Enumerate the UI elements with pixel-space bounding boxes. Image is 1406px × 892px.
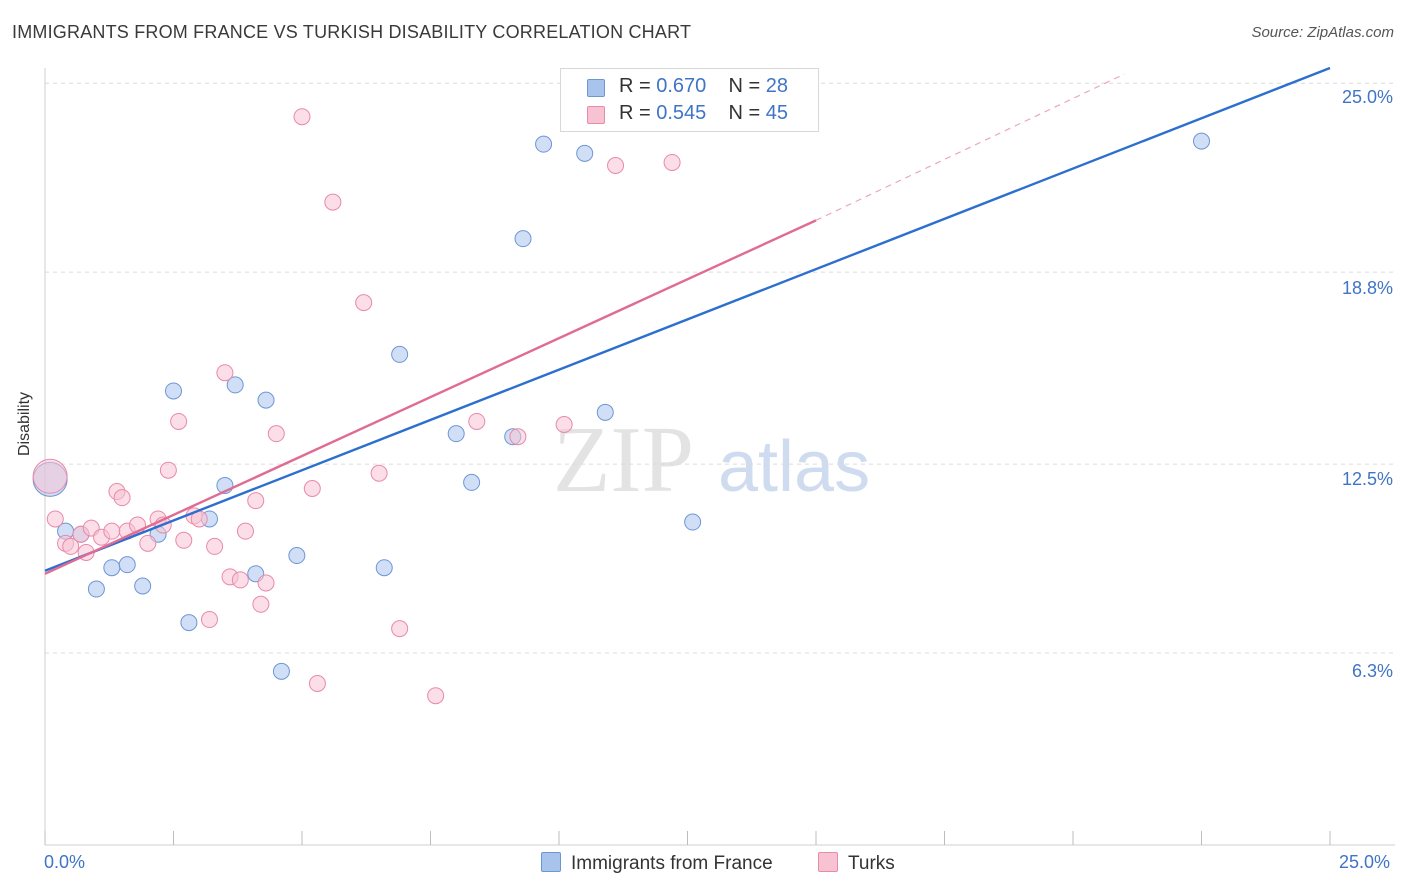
point-turks <box>427 687 445 705</box>
point-turks <box>139 534 157 552</box>
legend-swatch-turks <box>587 106 605 124</box>
point-turks <box>113 489 131 507</box>
trendline-france <box>44 66 1331 572</box>
point-france <box>118 556 136 574</box>
point-turks <box>303 479 321 497</box>
point-turks <box>355 294 373 312</box>
point-turks <box>267 425 285 443</box>
point-turks <box>62 537 80 555</box>
point-turks <box>170 412 188 430</box>
legend-r-value: 0.670 <box>656 75 707 97</box>
point-turks <box>391 620 409 638</box>
point-france <box>1193 132 1210 150</box>
point-turks <box>175 531 193 549</box>
legend-label-france: Immigrants from France <box>571 853 773 874</box>
y-tick-label: 6.3% <box>1351 661 1393 681</box>
point-turks <box>257 574 275 592</box>
y-tick-label: 12.5% <box>1341 469 1393 489</box>
legend-swatch-france <box>587 79 605 97</box>
point-france <box>288 547 306 565</box>
legend-n-value: 45 <box>765 102 789 124</box>
legend-r-label: R = <box>619 102 657 124</box>
legend-r-value: 0.545 <box>656 102 707 124</box>
y-axis-label: Disability <box>16 391 33 456</box>
y-tick-label: 25.0% <box>1341 87 1393 107</box>
point-france <box>684 513 702 531</box>
legend-r-label: R = <box>619 75 657 97</box>
point-france <box>463 473 481 491</box>
point-france <box>576 144 594 162</box>
trendline-turks-extension <box>815 73 1125 221</box>
point-turks <box>663 153 681 171</box>
y-tick-label: 18.8% <box>1341 278 1393 298</box>
point-france <box>272 662 290 680</box>
point-turks <box>555 416 573 434</box>
watermark-atlas: atlas <box>718 427 870 507</box>
point-turks <box>247 492 265 510</box>
point-france <box>165 382 182 400</box>
point-turks <box>370 464 388 482</box>
point-turks <box>159 461 177 479</box>
point-france <box>257 391 275 409</box>
point-france <box>226 376 244 394</box>
source-label: Source: ZipAtlas.com <box>1251 24 1394 41</box>
point-france <box>391 345 409 363</box>
point-turks <box>200 611 218 629</box>
trendline-turks <box>44 219 817 575</box>
point-turks <box>231 571 249 589</box>
point-turks <box>252 595 270 613</box>
chart-title: IMMIGRANTS FROM FRANCE VS TURKISH DISABI… <box>12 22 692 42</box>
point-turks <box>236 522 254 540</box>
legend-label-turks: Turks <box>848 853 895 874</box>
point-turks <box>216 364 234 382</box>
point-turks <box>324 193 342 211</box>
point-france <box>535 135 553 153</box>
point-turks <box>46 510 64 528</box>
point-france <box>87 580 105 598</box>
legend-item-france[interactable]: Immigrants from France <box>541 852 773 875</box>
legend-swatch-france <box>541 852 561 872</box>
point-france <box>447 425 465 443</box>
point-france <box>514 230 532 248</box>
point-france <box>103 559 121 577</box>
point-turks <box>509 428 527 446</box>
point-turks <box>206 537 224 555</box>
point-france <box>375 559 393 577</box>
point-turks <box>308 675 326 693</box>
point-turks <box>468 412 486 430</box>
x-tick-label-min: 0.0% <box>44 852 86 872</box>
point-turks <box>32 458 68 494</box>
point-turks <box>293 108 311 126</box>
x-tick-label-max: 25.0% <box>1339 852 1391 872</box>
legend-n-value: 28 <box>765 75 789 97</box>
point-turks <box>103 522 121 540</box>
legend-n-label: N = <box>728 75 766 97</box>
legend-item-turks[interactable]: Turks <box>818 852 895 875</box>
point-france <box>134 577 152 595</box>
point-france <box>180 614 198 632</box>
correlation-legend: R = 0.670 N = 28 R = 0.545 N = 45 <box>560 68 819 132</box>
point-turks <box>607 157 625 175</box>
legend-n-label: N = <box>728 102 766 124</box>
point-france <box>596 403 614 421</box>
watermark-zip: ZIP <box>553 408 694 512</box>
legend-swatch-turks <box>818 852 838 872</box>
